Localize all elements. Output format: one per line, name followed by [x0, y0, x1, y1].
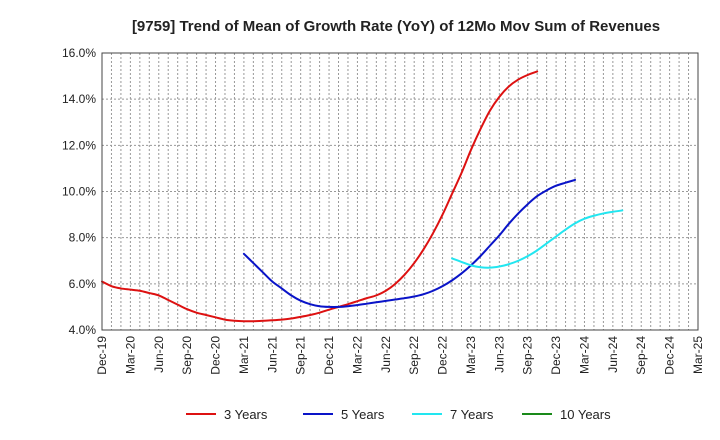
x-tick-label: Mar-20 [123, 336, 137, 374]
series-layer [101, 70, 624, 323]
legend-label-3-years: 3 Years [224, 407, 268, 422]
x-tick-label: Mar-24 [577, 336, 591, 374]
y-tick-label: 4.0% [69, 323, 97, 337]
x-tick-label: Dec-23 [549, 336, 563, 375]
x-tick-label: Mar-22 [350, 336, 364, 374]
y-tick-label: 12.0% [62, 138, 96, 152]
chart-title: [9759] Trend of Mean of Growth Rate (YoY… [132, 18, 660, 35]
series-line-3-years [101, 70, 539, 323]
x-tick-label: Jun-24 [606, 336, 620, 373]
x-tick-label: Jun-22 [379, 336, 393, 373]
x-tick-label: Mar-23 [464, 336, 478, 374]
x-tick-label: Dec-24 [663, 336, 677, 375]
legend-label-10-years: 10 Years [560, 407, 611, 422]
x-tick-label: Sep-22 [407, 336, 421, 375]
plot-frame [101, 52, 699, 331]
grid-layer [101, 52, 699, 331]
legend: 3 Years 5 Years 7 Years 10 Years [186, 407, 611, 422]
x-tick-label: Mar-25 [691, 336, 705, 374]
x-tick-label: Sep-23 [521, 336, 535, 375]
x-tick-label: Jun-21 [265, 336, 279, 373]
series-line-5-years [242, 178, 577, 309]
legend-label-5-years: 5 Years [341, 407, 385, 422]
x-tick-label: Dec-19 [95, 336, 109, 375]
y-tick-label: 8.0% [69, 231, 97, 245]
x-tick-label: Dec-22 [436, 336, 450, 375]
y-tick-label: 16.0% [62, 46, 96, 60]
x-tick-label: Jun-20 [152, 336, 166, 373]
y-tick-label: 6.0% [69, 277, 97, 291]
x-tick-label: Mar-21 [237, 336, 251, 374]
x-tick-label: Sep-21 [294, 336, 308, 375]
x-tick-label: Dec-21 [322, 336, 336, 375]
x-tick-label: Sep-20 [180, 336, 194, 375]
axis-layer: 4.0% 6.0% 8.0% 10.0% 12.0% 14.0% 16.0% Dec-19 Ma… [62, 46, 705, 375]
series-line-7-years [451, 209, 624, 269]
x-tick-label: Jun-23 [492, 336, 506, 373]
y-tick-label: 14.0% [62, 92, 96, 106]
x-tick-label: Sep-24 [634, 336, 648, 375]
y-tick-label: 10.0% [62, 185, 96, 199]
x-tick-label: Dec-20 [209, 336, 223, 375]
legend-label-7-years: 7 Years [450, 407, 494, 422]
